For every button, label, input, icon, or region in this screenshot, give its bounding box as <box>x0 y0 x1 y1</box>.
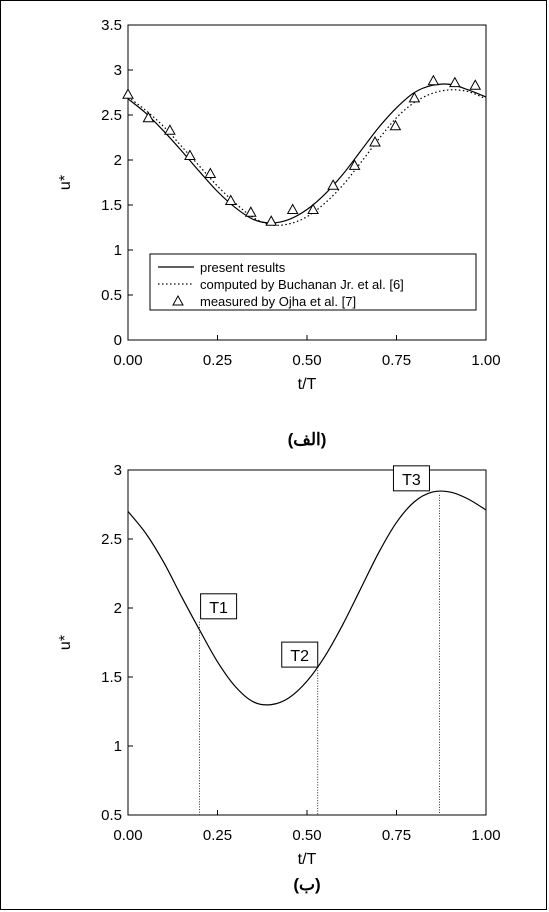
data-point-triangle <box>449 76 461 88</box>
y-tick-label: 2.5 <box>101 531 122 548</box>
series-line-solid <box>127 83 487 224</box>
x-tick-label: 0.25 <box>203 827 232 844</box>
data-point-triangle <box>348 159 361 170</box>
y-tick-label: 3.5 <box>101 17 122 34</box>
marker-label-box <box>392 465 430 492</box>
data-point-triangle <box>265 215 278 226</box>
y-tick-label: 1 <box>114 738 122 755</box>
x-axis-label: t/T <box>298 376 317 393</box>
data-point-triangle <box>204 167 217 178</box>
data-point-triangle <box>408 91 421 103</box>
x-tick-label: 0.50 <box>292 352 321 369</box>
x-tick-label: 0.50 <box>292 827 321 844</box>
panel-caption-a: (الف) <box>288 430 327 449</box>
x-axis-label: t/T <box>298 851 317 868</box>
y-tick-label: 1 <box>114 242 122 259</box>
y-tick-label: 3 <box>114 462 122 479</box>
data-point-triangle <box>164 124 176 135</box>
series-line-dotted <box>127 89 487 226</box>
marker-label-t3: T3 <box>402 472 421 489</box>
data-point-triangle <box>427 74 440 86</box>
panel-caption-b: (ب) <box>293 875 320 894</box>
data-point-triangle <box>327 179 339 190</box>
marker-label-t1: T1 <box>209 600 228 617</box>
y-tick-label: 3 <box>114 62 122 79</box>
chart-panel-a: 0.00 0.25 0.50 0.75 1.00 0 0.5 1 1.5 2 2.5 3 3.5 t/T u… <box>57 17 501 449</box>
data-point-triangle <box>286 203 299 214</box>
y-tick-label: 0 <box>114 332 122 349</box>
x-tick-label: 0.25 <box>203 352 232 369</box>
x-tick-label: 1.00 <box>471 827 500 844</box>
y-tick-label: 1.5 <box>101 197 122 214</box>
legend-entry: present results <box>200 260 286 275</box>
y-tick-label: 0.5 <box>101 807 122 824</box>
data-point-triangle <box>389 119 402 131</box>
marker-label-t2: T2 <box>290 648 309 665</box>
legend-entry: computed by Buchanan Jr. et al. [6] <box>200 277 404 292</box>
x-tick-label: 0.00 <box>113 827 142 844</box>
y-axis-label: u* <box>57 635 74 650</box>
legend-box <box>149 253 477 311</box>
data-point-triangle <box>184 149 196 160</box>
marker-label-box <box>200 593 238 620</box>
y-tick-label: 2 <box>114 152 122 169</box>
data-point-triangle <box>122 88 134 99</box>
chart-panel-b: 0.00 0.25 0.50 0.75 1.00 0.5 1 1.5 2 2.5 3 t/T u* T1 T… <box>57 462 501 894</box>
legend-triangle-icon <box>172 294 184 306</box>
data-point-triangle <box>244 206 257 217</box>
x-tick-label: 0.75 <box>382 352 411 369</box>
marker-label-box <box>281 641 319 668</box>
x-tick-label: 0.00 <box>113 352 142 369</box>
y-tick-label: 0.5 <box>101 287 122 304</box>
x-tick-label: 1.00 <box>471 352 500 369</box>
legend-entry: measured by Ojha et al. [7] <box>200 294 356 309</box>
y-axis-label: u* <box>57 175 74 190</box>
data-point-triangle <box>307 203 319 214</box>
data-point-triangle <box>469 79 482 90</box>
data-point-triangle <box>369 135 381 147</box>
x-tick-label: 0.75 <box>382 827 411 844</box>
y-tick-label: 2.5 <box>101 107 122 124</box>
data-point-triangle <box>224 194 237 205</box>
data-point-triangle <box>142 111 155 123</box>
series-line-solid <box>127 490 487 706</box>
y-tick-label: 2 <box>114 600 122 617</box>
y-tick-label: 1.5 <box>101 669 122 686</box>
